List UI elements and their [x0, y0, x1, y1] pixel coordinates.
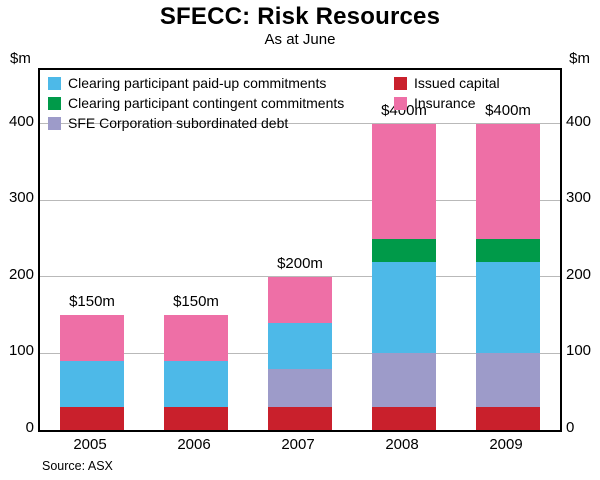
bar-2009 — [476, 123, 540, 430]
bar-segment-clearing-participant-contingent-commitments — [372, 238, 436, 262]
legend-item: Issued capital — [394, 75, 500, 92]
legend-swatch — [48, 117, 61, 130]
legend-label: Insurance — [414, 95, 476, 111]
y-axis-unit-right: $m — [569, 50, 590, 67]
bar-segment-sfe-corporation-subordinated-debt — [268, 368, 332, 408]
bar-segment-insurance — [268, 276, 332, 323]
bar-segment-issued-capital — [268, 407, 332, 430]
bar-segment-sfe-corporation-subordinated-debt — [476, 353, 540, 408]
bar-segment-insurance — [476, 123, 540, 239]
x-axis: 2005 2006 2007 2008 2009 — [38, 436, 562, 456]
bar-segment-issued-capital — [164, 407, 228, 430]
source-note: Source: ASX — [42, 459, 113, 473]
y-axis-left: 0 100 200 300 400 — [2, 68, 34, 436]
legend-item: SFE Corporation subordinated debt — [48, 115, 390, 132]
legend-label: Clearing participant paid-up commitments — [68, 75, 327, 91]
y-tick-label-300: 300 — [8, 189, 34, 207]
bar-segment-clearing-participant-paid-up-commitments — [164, 361, 228, 408]
legend-label: SFE Corporation subordinated debt — [68, 115, 289, 131]
bar-value-label-2009: $400m — [485, 101, 531, 119]
bar-2007 — [268, 276, 332, 430]
y-tick-label-400: 400 — [8, 112, 34, 130]
y-tick-label-300: 300 — [566, 189, 592, 207]
y-tick-label-200: 200 — [8, 265, 34, 283]
legend-swatch — [394, 77, 407, 90]
bar-segment-issued-capital — [372, 407, 436, 430]
bar-value-label-2008: $400m — [381, 101, 427, 119]
legend: Clearing participant paid-up commitments… — [48, 75, 500, 132]
bar-2008 — [372, 123, 436, 430]
legend-swatch — [48, 97, 61, 110]
bar-segment-issued-capital — [60, 407, 124, 430]
bar-segment-clearing-participant-contingent-commitments — [476, 238, 540, 262]
chart-subtitle: As at June — [264, 31, 336, 48]
y-tick-label-200: 200 — [566, 265, 592, 283]
legend-swatch — [394, 97, 407, 110]
y-axis-right: 0 100 200 300 400 — [566, 68, 598, 436]
bar-segment-sfe-corporation-subordinated-debt — [372, 353, 436, 408]
bar-value-label-2005: $150m — [69, 293, 115, 311]
bar-segment-insurance — [60, 315, 124, 362]
bar-segment-clearing-participant-paid-up-commitments — [268, 322, 332, 369]
gridline-400 — [40, 123, 560, 125]
bar-2005 — [60, 315, 124, 430]
x-tick-label-2009: 2009 — [489, 436, 523, 453]
legend-item: Insurance — [394, 95, 500, 112]
y-tick-label-0: 0 — [566, 419, 575, 436]
gridline-200 — [40, 276, 560, 278]
bar-segment-clearing-participant-paid-up-commitments — [372, 261, 436, 354]
y-axis-unit-left: $m — [10, 50, 31, 67]
x-tick-label-2008: 2008 — [385, 436, 419, 453]
bar-segment-insurance — [372, 123, 436, 239]
bar-segment-clearing-participant-paid-up-commitments — [60, 361, 124, 408]
y-tick-label-100: 100 — [8, 342, 34, 360]
chart-title: SFECC: Risk Resources — [159, 3, 441, 30]
y-tick-label-0: 0 — [25, 419, 34, 436]
gridline-300 — [40, 199, 560, 201]
plot-area: Clearing participant paid-up commitments… — [38, 68, 562, 432]
x-tick-label-2005: 2005 — [73, 436, 107, 453]
y-tick-label-100: 100 — [566, 342, 592, 360]
legend-label: Clearing participant contingent commitme… — [68, 95, 345, 111]
x-tick-label-2006: 2006 — [177, 436, 211, 453]
bar-segment-insurance — [164, 315, 228, 362]
legend-item: Clearing participant contingent commitme… — [48, 95, 390, 112]
bar-segment-clearing-participant-paid-up-commitments — [476, 261, 540, 354]
legend-item: Clearing participant paid-up commitments — [48, 75, 390, 92]
bar-segment-issued-capital — [476, 407, 540, 430]
legend-swatch — [48, 77, 61, 90]
bar-value-label-2007: $200m — [277, 254, 323, 272]
x-tick-label-2007: 2007 — [281, 436, 315, 453]
bar-2006 — [164, 315, 228, 430]
bar-value-label-2006: $150m — [173, 293, 219, 311]
legend-label: Issued capital — [414, 75, 500, 91]
y-tick-label-400: 400 — [566, 112, 592, 130]
